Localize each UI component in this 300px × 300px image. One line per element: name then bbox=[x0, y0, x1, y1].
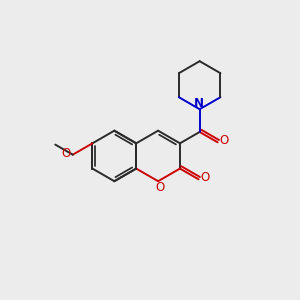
Text: O: O bbox=[200, 171, 210, 184]
Text: N: N bbox=[194, 97, 204, 110]
Text: O: O bbox=[220, 134, 229, 147]
Text: O: O bbox=[61, 147, 71, 160]
Text: O: O bbox=[155, 181, 164, 194]
